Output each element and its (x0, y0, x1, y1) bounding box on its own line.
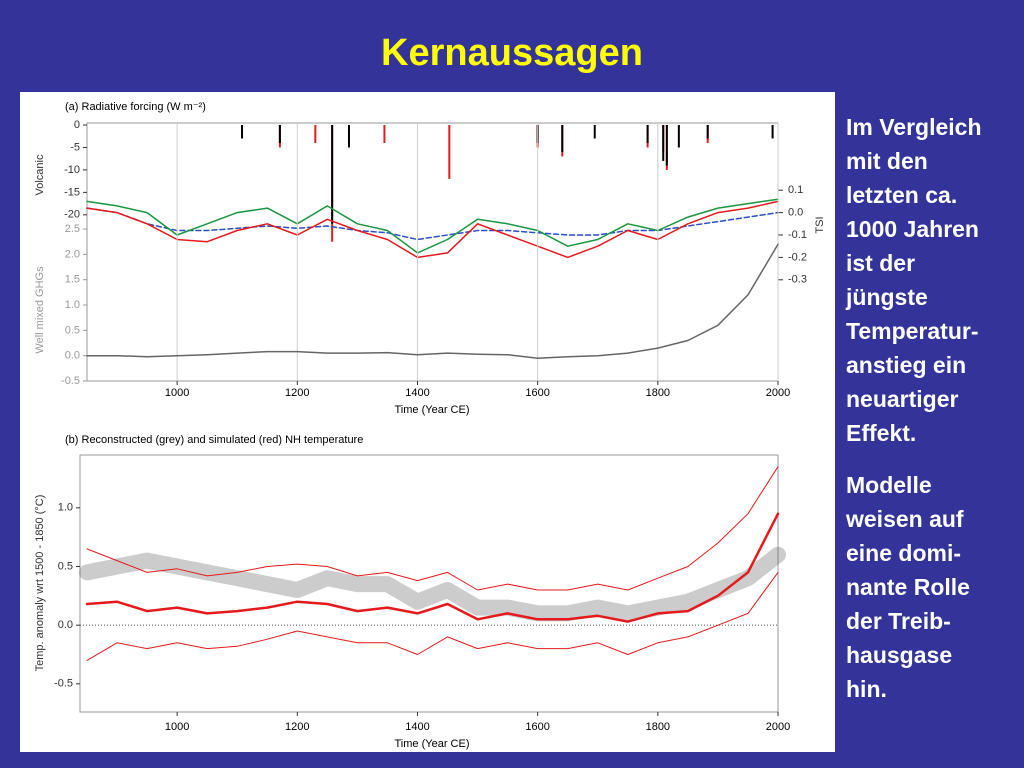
y-tick-label: -10 (64, 164, 80, 176)
y-tick-label: 2.0 (65, 248, 80, 260)
y-tick-label: 1.0 (65, 299, 80, 311)
chart-title: (a) Radiative forcing (W m⁻²) (65, 101, 206, 113)
y-axis-label: TSI (814, 216, 826, 233)
y-tick-label: -0.5 (54, 678, 73, 690)
text-line: ist der (846, 250, 916, 276)
x-axis-label: Time (Year CE) (395, 738, 470, 750)
paragraph: Modelle weisen auf eine domi-nante Rolle de… (846, 468, 1021, 706)
bullet-text: Im Vergleich mit den letzten ca. 1000 Jahre… (846, 110, 1021, 724)
slide-title: Kernaussagen (381, 32, 643, 74)
text-line: Temperatur- (846, 318, 979, 344)
text-line: mit den (846, 148, 928, 174)
y-tick-label: -20 (64, 209, 80, 221)
y-axis-label: Volcanic (34, 154, 46, 195)
text-line: eine domi- (846, 540, 962, 566)
x-tick-label: 1800 (646, 387, 670, 399)
x-tick-label: 2000 (766, 721, 790, 733)
x-tick-label: 1200 (285, 721, 309, 733)
x-tick-label: 1800 (646, 721, 670, 733)
text-line: Modelle (846, 472, 932, 498)
text-line: nante Rolle (846, 574, 970, 600)
x-tick-label: 1600 (525, 387, 549, 399)
series-line (86, 571, 779, 661)
series-line (85, 512, 780, 623)
y-tick-label: -0.3 (788, 274, 807, 286)
y-tick-label: 0.0 (65, 350, 80, 362)
text-line: letzten ca. (846, 182, 958, 208)
y-tick-label: 1.5 (65, 274, 80, 286)
series-line (79, 546, 786, 622)
text-line: hin. (846, 676, 887, 702)
y-tick-label: -15 (64, 186, 80, 198)
y-tick-label: 1.0 (58, 502, 73, 514)
text-line: der Treib- (846, 608, 951, 634)
series-line (86, 198, 779, 254)
figure-background (20, 92, 835, 752)
y-tick-label: 0.5 (58, 560, 73, 572)
x-tick-label: 1600 (525, 721, 549, 733)
panel-b-frame (79, 454, 779, 713)
figure: (a) Radiative forcing (W m⁻²) Volcanic 0 -5… (20, 92, 835, 752)
y-tick-label: 2.5 (65, 223, 80, 235)
series-line (86, 207, 779, 241)
x-tick-label: 1200 (285, 387, 309, 399)
y-tick-label: -0.5 (61, 375, 80, 387)
text-line: hausgase (846, 642, 953, 668)
y-axis-label: Temp. anomaly wrt 1500 - 1850 (°C) (34, 495, 46, 672)
text-line: Im Vergleich (846, 114, 982, 140)
y-axis-label: Well mixed GHGs (34, 266, 46, 354)
x-tick-label: 1400 (405, 721, 429, 733)
x-tick-label: 1000 (165, 721, 189, 733)
text-line: anstieg ein (846, 352, 967, 378)
y-tick-label: 0.1 (788, 184, 803, 196)
x-tick-label: 1400 (405, 387, 429, 399)
text-line: Effekt. (846, 420, 917, 446)
series-line (86, 200, 779, 259)
text-line: jüngste (846, 284, 928, 310)
chart-title: (b) Reconstructed (grey) and simulated (… (65, 434, 363, 446)
series-line (86, 466, 779, 591)
y-tick-label: 0.0 (58, 619, 73, 631)
y-tick-label: 0.0 (788, 207, 803, 219)
x-tick-label: 1000 (165, 387, 189, 399)
y-tick-label: 0.5 (65, 324, 80, 336)
y-tick-label: -5 (70, 141, 80, 153)
y-tick-label: -0.1 (788, 229, 807, 241)
x-axis-label: Time (Year CE) (395, 404, 470, 416)
text-line: neuartiger (846, 386, 959, 412)
y-tick-label: 0 (74, 119, 80, 131)
text-line: 1000 Jahren (846, 216, 979, 242)
paragraph: Im Vergleich mit den letzten ca. 1000 Jahre… (846, 110, 1021, 450)
series-line (86, 243, 779, 359)
x-tick-label: 2000 (766, 387, 790, 399)
text-line: weisen auf (846, 506, 964, 532)
y-tick-label: -0.2 (788, 251, 807, 263)
